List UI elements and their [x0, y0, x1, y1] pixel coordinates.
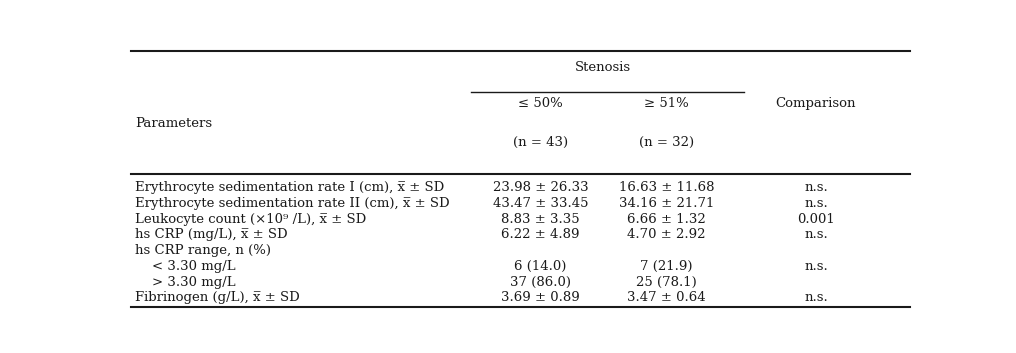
Text: n.s.: n.s.: [804, 291, 828, 304]
Text: Fibrinogen (g/L), x̅ ± SD: Fibrinogen (g/L), x̅ ± SD: [135, 291, 300, 304]
Text: 4.70 ± 2.92: 4.70 ± 2.92: [627, 228, 706, 241]
Text: Parameters: Parameters: [135, 117, 212, 130]
Text: n.s.: n.s.: [804, 260, 828, 273]
Text: hs CRP (mg/L), x̅ ± SD: hs CRP (mg/L), x̅ ± SD: [135, 228, 288, 241]
Text: Stenosis: Stenosis: [575, 61, 631, 74]
Text: Comparison: Comparison: [776, 97, 856, 110]
Text: Erythrocyte sedimentation rate II (cm), x̅ ± SD: Erythrocyte sedimentation rate II (cm), …: [135, 197, 449, 210]
Text: 34.16 ± 21.71: 34.16 ± 21.71: [619, 197, 714, 210]
Text: 7 (21.9): 7 (21.9): [640, 260, 693, 273]
Text: Erythrocyte sedimentation rate I (cm), x̅ ± SD: Erythrocyte sedimentation rate I (cm), x…: [135, 181, 444, 194]
Text: 0.001: 0.001: [798, 213, 835, 226]
Text: 8.83 ± 3.35: 8.83 ± 3.35: [501, 213, 580, 226]
Text: < 3.30 mg/L: < 3.30 mg/L: [135, 260, 236, 273]
Text: hs CRP range, n (%): hs CRP range, n (%): [135, 244, 271, 257]
Text: n.s.: n.s.: [804, 228, 828, 241]
Text: 3.47 ± 0.64: 3.47 ± 0.64: [627, 291, 706, 304]
Text: 6 (14.0): 6 (14.0): [514, 260, 567, 273]
Text: (n = 43): (n = 43): [513, 136, 568, 149]
Text: n.s.: n.s.: [804, 197, 828, 210]
Text: ≥ 51%: ≥ 51%: [644, 97, 689, 110]
Text: (n = 32): (n = 32): [639, 136, 694, 149]
Text: Leukocyte count (×10⁹ /L), x̅ ± SD: Leukocyte count (×10⁹ /L), x̅ ± SD: [135, 213, 366, 226]
Text: 6.22 ± 4.89: 6.22 ± 4.89: [501, 228, 580, 241]
Text: 43.47 ± 33.45: 43.47 ± 33.45: [493, 197, 588, 210]
Text: 3.69 ± 0.89: 3.69 ± 0.89: [501, 291, 580, 304]
Text: 25 (78.1): 25 (78.1): [636, 276, 697, 288]
Text: ≤ 50%: ≤ 50%: [518, 97, 563, 110]
Text: 23.98 ± 26.33: 23.98 ± 26.33: [493, 181, 588, 194]
Text: > 3.30 mg/L: > 3.30 mg/L: [135, 276, 236, 288]
Text: n.s.: n.s.: [804, 181, 828, 194]
Text: 16.63 ± 11.68: 16.63 ± 11.68: [619, 181, 714, 194]
Text: 6.66 ± 1.32: 6.66 ± 1.32: [627, 213, 706, 226]
Text: 37 (86.0): 37 (86.0): [510, 276, 571, 288]
